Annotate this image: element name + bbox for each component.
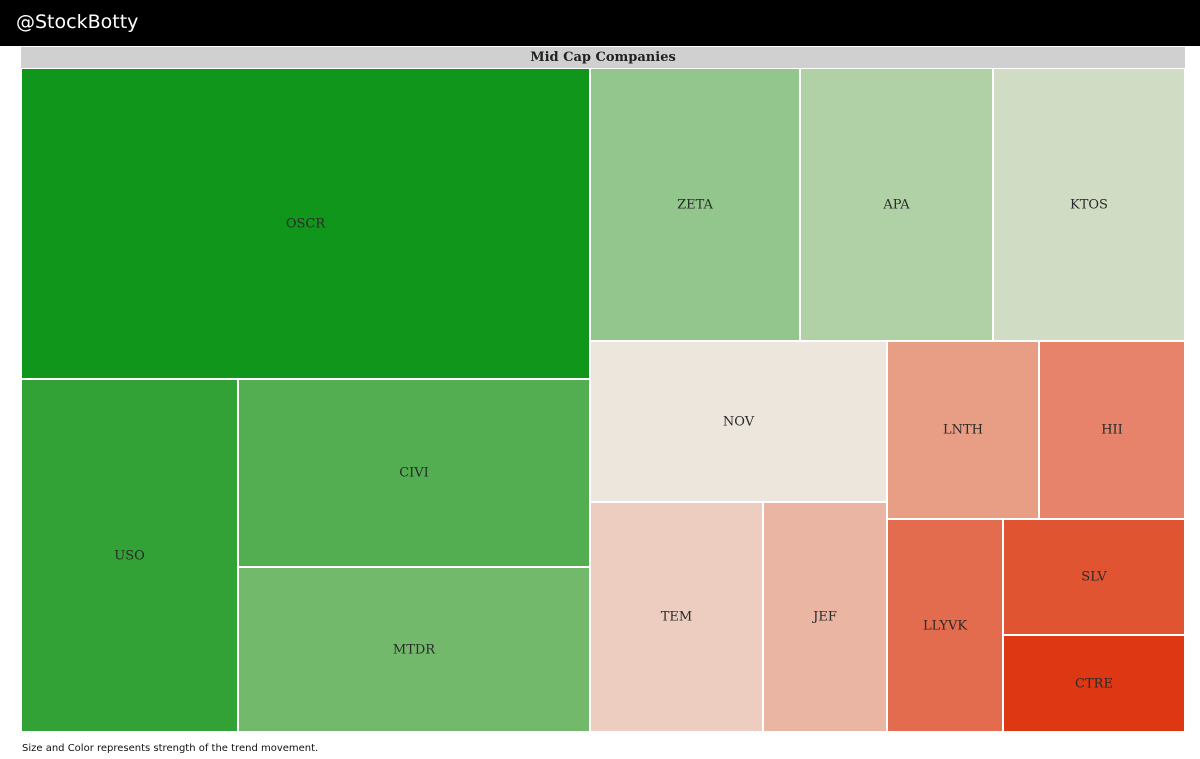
treemap-tile-ctre: CTRE <box>1003 635 1185 732</box>
treemap-tile-label: MTDR <box>392 642 436 657</box>
treemap-tile-oscr: OSCR <box>21 68 590 379</box>
treemap-tile-hii: HII <box>1039 341 1185 519</box>
treemap-tile-label: TEM <box>660 609 693 625</box>
treemap-tile-label: USO <box>114 548 145 563</box>
treemap-tile-label: OSCR <box>285 216 326 231</box>
treemap-tile-apa: APA <box>800 68 993 341</box>
treemap-tile-label: CTRE <box>1075 676 1113 691</box>
treemap-chart: OSCR ZETA APA KTOS USO CIVI MTDR NOV LNTH HII TEM J… <box>21 68 1185 732</box>
chart-title-bar: Mid Cap Companies <box>21 47 1185 68</box>
treemap-tile-zeta: ZETA <box>590 68 800 341</box>
treemap-tile-label: APA <box>883 197 910 212</box>
treemap-tile-uso: USO <box>21 379 238 732</box>
treemap-tile-ktos: KTOS <box>993 68 1185 341</box>
treemap-tile-label: LLYVK <box>922 618 968 633</box>
treemap-tile-llyvk: LLYVK <box>887 519 1003 732</box>
treemap-tile-civi: CIVI <box>238 379 590 567</box>
treemap-tile-label: KTOS <box>1070 197 1108 212</box>
treemap-tile-jef: JEF <box>763 502 887 732</box>
treemap-tile-slv: SLV <box>1003 519 1185 635</box>
treemap-tile-label: LNTH <box>942 422 983 438</box>
treemap-tile-nov: NOV <box>590 341 887 502</box>
treemap-tile-lnth: LNTH <box>887 341 1039 519</box>
brand-handle: @StockBotty <box>16 11 139 33</box>
treemap-tile-label: JEF <box>813 609 837 625</box>
footnote: Size and Color represents strength of th… <box>22 743 319 754</box>
treemap-tile-label: HII <box>1101 422 1123 438</box>
treemap-tile-label: CIVI <box>399 465 429 481</box>
treemap-tile-label: SLV <box>1081 569 1107 585</box>
treemap-tile-tem: TEM <box>590 502 763 732</box>
top-bar: @StockBotty <box>0 0 1200 46</box>
treemap-tile-label: ZETA <box>677 197 713 212</box>
treemap-tile-label: NOV <box>722 414 755 429</box>
chart-title: Mid Cap Companies <box>530 50 676 65</box>
treemap-tile-mtdr: MTDR <box>238 567 590 732</box>
